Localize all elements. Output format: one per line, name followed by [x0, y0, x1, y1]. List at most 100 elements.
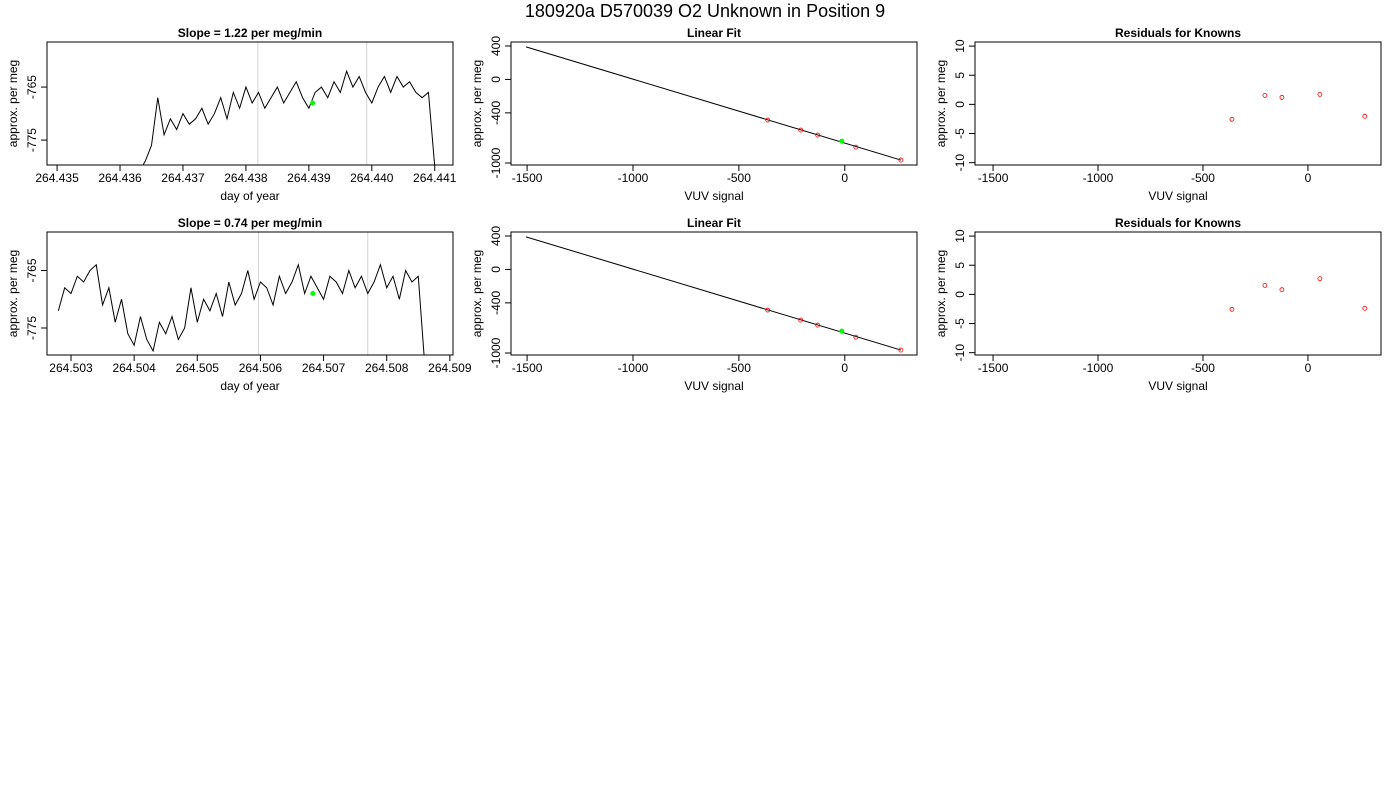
data-point: [765, 117, 771, 123]
y-axis-label: approx. per meg: [6, 250, 20, 337]
data-point: [1279, 95, 1285, 100]
plot-box: [46, 231, 454, 356]
y-tick-label: -10: [953, 344, 967, 362]
plot-box: [974, 41, 1382, 166]
x-tick-label: 264.436: [98, 171, 142, 185]
x-tick-label: 0: [841, 361, 848, 375]
x-tick-label: 264.437: [161, 171, 205, 185]
data-line: [57, 262, 425, 355]
x-tick-label: -1000: [1083, 171, 1114, 185]
y-tick-label: -10: [953, 154, 967, 172]
data-point: [1262, 282, 1268, 288]
plot-area: [1229, 92, 1368, 122]
y-tick-label: 10: [953, 229, 967, 243]
data-point: [1279, 287, 1285, 293]
highlight-point: [839, 138, 845, 144]
x-axis-label: VUV signal: [1148, 189, 1207, 203]
y-tick-label: -400: [489, 101, 503, 125]
data-point: [1317, 92, 1323, 97]
y-tick-label: 5: [953, 262, 967, 269]
x-axis-label: VUV signal: [1148, 379, 1207, 393]
y-tick-label: 0: [953, 291, 967, 298]
panel: Linear Fit VUV signal approx. per meg -1500…: [470, 26, 918, 203]
data-point: [853, 334, 859, 340]
data-point: [1229, 116, 1235, 122]
fit-line: [525, 236, 902, 351]
x-tick-label: -500: [727, 171, 751, 185]
y-tick-label: -5: [953, 128, 967, 139]
panel-title: Linear Fit: [687, 216, 741, 230]
x-axis-label: day of year: [220, 379, 279, 393]
x-tick-label: -1000: [1083, 361, 1114, 375]
x-tick-label: 0: [841, 171, 848, 185]
y-tick-label: 0: [489, 76, 503, 83]
x-tick-label: -1500: [978, 171, 1009, 185]
data-point: [1362, 113, 1368, 119]
y-tick-label: -1000: [489, 337, 503, 368]
y-axis-label: approx. per meg: [6, 60, 20, 147]
x-tick-label: -500: [1191, 361, 1215, 375]
data-point: [815, 132, 821, 138]
x-tick-label: 0: [1305, 361, 1312, 375]
panel: Slope = 1.22 per meg/min day of year appro…: [6, 26, 457, 203]
y-tick-label: 10: [953, 39, 967, 53]
fit-line: [525, 46, 902, 161]
x-tick-label: 264.508: [365, 361, 409, 375]
x-tick-label: -1000: [618, 171, 649, 185]
y-tick-label: -765: [25, 75, 39, 99]
data-point: [1362, 305, 1368, 311]
panel: Residuals for Knowns VUV signal approx. pe…: [934, 26, 1382, 203]
panel-title: Slope = 1.22 per meg/min: [178, 26, 322, 40]
plot-box: [46, 41, 454, 166]
plot-area: [525, 46, 904, 163]
x-tick-label: -1500: [512, 171, 543, 185]
y-tick-label: -1000: [489, 147, 503, 178]
plot-area: [57, 232, 425, 355]
plot-area: [525, 236, 904, 353]
x-tick-label: 264.506: [239, 361, 283, 375]
x-axis-label: VUV signal: [684, 189, 743, 203]
y-axis-label: approx. per meg: [934, 250, 948, 337]
x-tick-label: 264.507: [302, 361, 346, 375]
data-point: [815, 322, 821, 328]
panel-title: Residuals for Knowns: [1115, 216, 1241, 230]
data-point: [853, 144, 859, 150]
data-point: [898, 347, 904, 353]
plot-box: [510, 231, 918, 356]
panel: Linear Fit VUV signal approx. per meg -1500…: [470, 216, 918, 393]
panel: Residuals for Knowns VUV signal approx. pe…: [934, 216, 1382, 393]
panel: Slope = 0.74 per meg/min day of year appro…: [6, 216, 472, 393]
x-tick-label: -500: [727, 361, 751, 375]
x-tick-label: 264.504: [112, 361, 156, 375]
x-tick-label: 0: [1305, 171, 1312, 185]
y-tick-label: 0: [489, 266, 503, 273]
x-tick-label: 264.435: [35, 171, 79, 185]
y-tick-label: 0: [953, 101, 967, 108]
y-axis-label: approx. per meg: [470, 250, 484, 337]
x-tick-label: -1500: [512, 361, 543, 375]
highlight-point: [839, 328, 845, 334]
y-tick-label: 400: [489, 226, 503, 246]
y-axis-label: approx. per meg: [934, 60, 948, 147]
x-tick-label: -1000: [618, 361, 649, 375]
data-point: [798, 317, 804, 323]
x-tick-label: 264.439: [287, 171, 331, 185]
data-line: [142, 69, 436, 165]
panel-title: Linear Fit: [687, 26, 741, 40]
plot-box: [510, 41, 918, 166]
plot-box: [974, 231, 1382, 356]
x-tick-label: -1500: [978, 361, 1009, 375]
x-tick-label: 264.503: [49, 361, 93, 375]
data-point: [1262, 92, 1268, 98]
plot-area: [142, 42, 436, 165]
x-axis-label: VUV signal: [684, 379, 743, 393]
panel-title: Residuals for Knowns: [1115, 26, 1241, 40]
y-tick-label: 400: [489, 36, 503, 56]
y-tick-label: -765: [25, 258, 39, 282]
data-point: [798, 127, 804, 133]
plot-area: [1229, 276, 1368, 312]
x-tick-label: 264.509: [428, 361, 472, 375]
panel-title: Slope = 0.74 per meg/min: [178, 216, 322, 230]
